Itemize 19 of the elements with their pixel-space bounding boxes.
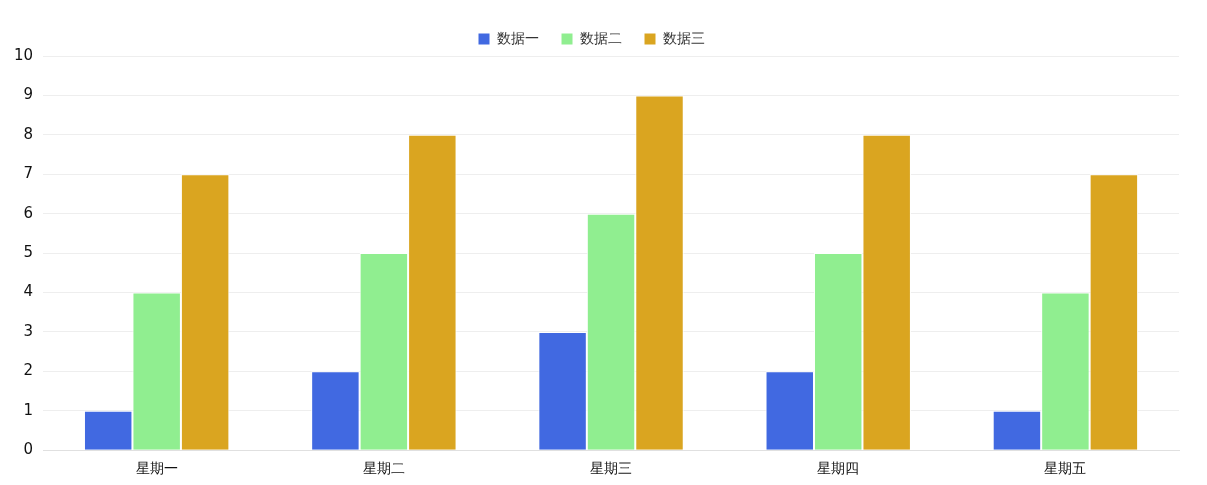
y-tick-label: 0 xyxy=(23,440,34,459)
y-tick-label: 9 xyxy=(23,85,34,104)
y-tick-label: 7 xyxy=(23,164,34,183)
y-tick-label: 5 xyxy=(23,242,34,261)
x-tick-label: 星期二 xyxy=(362,460,405,477)
y-tick-label: 10 xyxy=(13,45,34,64)
legend-label: 数据三 xyxy=(663,29,705,46)
y-tick-label: 2 xyxy=(23,361,34,380)
legend-label: 数据二 xyxy=(580,29,622,46)
y-tick-label: 3 xyxy=(23,321,34,340)
y-tick-label: 1 xyxy=(23,400,34,419)
legend-label: 数据一 xyxy=(497,29,539,46)
x-tick-label: 星期五 xyxy=(1044,460,1087,477)
y-tick-label: 6 xyxy=(23,203,34,222)
y-tick-label: 8 xyxy=(23,124,34,143)
x-tick-label: 星期四 xyxy=(817,460,860,477)
x-tick-label: 星期三 xyxy=(590,460,633,477)
x-tick-label: 星期一 xyxy=(135,460,178,477)
y-tick-label: 4 xyxy=(23,282,34,301)
